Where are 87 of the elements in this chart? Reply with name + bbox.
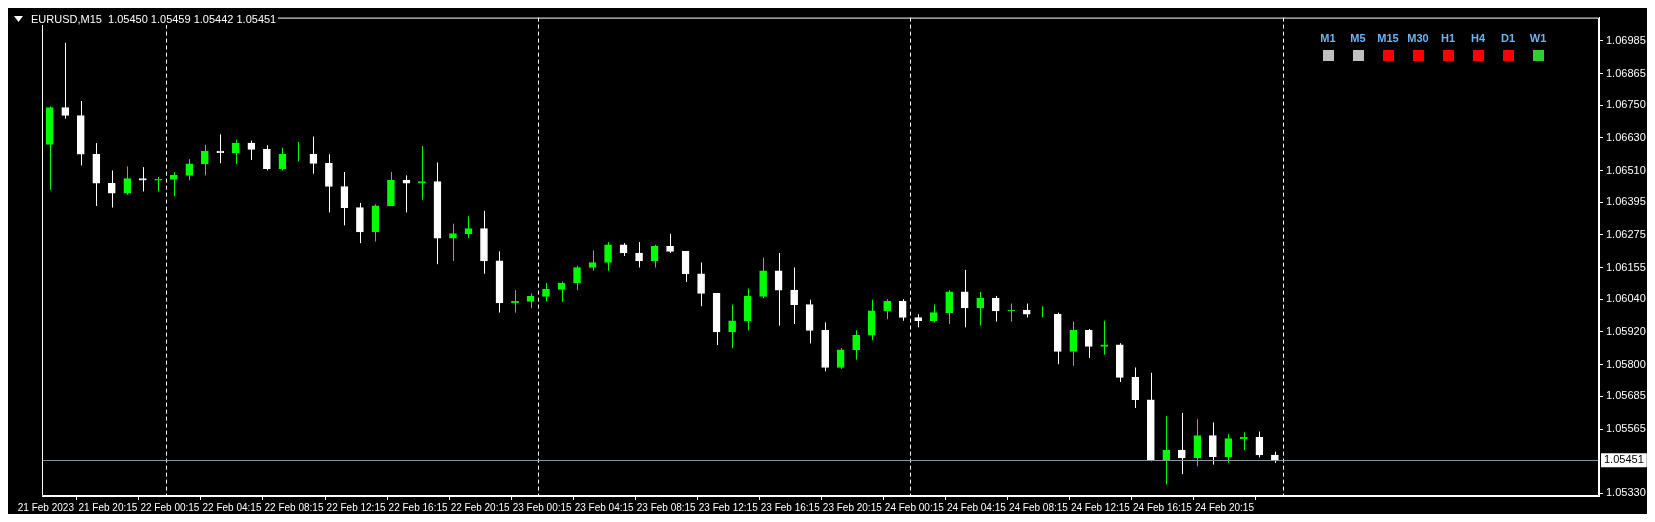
x-tick-label: 24 Feb 12:15 [1070,501,1131,513]
candlestick [1084,328,1093,359]
candlestick [790,266,798,325]
candlestick [185,158,194,181]
y-tick-label: 1.06275 [1606,227,1646,240]
y-tick-label: 1.06040 [1606,292,1646,305]
annotation: W1 [1529,32,1547,44]
candlestick [960,269,969,328]
y-tick-label: 1.05685 [1606,389,1646,402]
candlestick [666,233,674,254]
x-tick-label: 22 Feb 08:15 [264,501,324,513]
candlestick [449,223,457,262]
y-tick-label: 1.06510 [1606,163,1646,176]
y-tick-label: 1.05920 [1606,325,1646,338]
candlestick [635,241,643,268]
candlestick [1209,421,1217,466]
annotation: M5 [1350,32,1366,44]
candlestick [216,133,225,164]
x-tick-label: 22 Feb 12:15 [326,501,386,513]
x-tick-label: 22 Feb 16:15 [388,501,448,513]
x-tick-label: 23 Feb 00:15 [512,501,573,513]
candlestick [138,166,147,192]
candlestick [1007,303,1016,323]
candlestick [836,347,845,370]
candlestick [976,291,985,327]
y-tick-label: 1.06985 [1606,33,1646,46]
candlestick [511,289,519,314]
x-tick-label: 22 Feb 00:15 [140,501,200,513]
candlestick [107,169,116,209]
candlestick [123,166,132,196]
candlestick [604,241,612,272]
ref-line-label: 1.05451 [1604,453,1644,466]
candlestick [728,304,736,349]
annotation: D1 [1500,32,1516,44]
annotation: M15 [1377,32,1399,44]
y-tick-label: 1.05800 [1606,357,1646,370]
annotation: H1 [1440,32,1456,44]
x-tick-label: 23 Feb 08:15 [636,501,697,513]
y-tick-label: 1.06395 [1606,195,1646,208]
candlestick [232,139,240,165]
x-tick-label: 23 Feb 16:15 [760,501,821,513]
x-tick-label: 23 Feb 20:15 [822,501,883,513]
candlestick [945,289,954,325]
candlestick [325,153,333,214]
candlestick [542,282,550,302]
y-tick-label: 1.06155 [1606,260,1646,273]
y-tick-label: 1.05565 [1606,422,1646,435]
annotation: M1 [1320,32,1336,44]
x-tick-label: 24 Feb 00:15 [884,501,945,513]
candlestick [402,174,411,214]
candlestick [1131,367,1140,409]
candlestick [588,250,597,272]
candlestick [263,144,271,171]
x-tick-label: 23 Feb 12:15 [698,501,759,513]
y-tick-label: 1.05330 [1606,486,1646,499]
y-tick-label: 1.06750 [1606,98,1646,111]
candlestick [867,299,876,341]
candlestick [1069,321,1078,367]
x-tick-label: 21 Feb 2023 [17,501,75,513]
x-tick-label: 21 Feb 20:15 [78,501,138,513]
candlestick [464,215,473,239]
annotation: H4 [1470,32,1486,44]
candlestick [169,171,178,197]
candlestick [1162,415,1171,486]
x-tick-label: 24 Feb 20:15 [1195,501,1255,513]
candlestick [201,144,209,176]
y-tick-label: 1.06630 [1606,130,1646,143]
x-tick-label: 22 Feb 04:15 [202,501,262,513]
candlestick [1178,412,1186,475]
candlestick [697,262,705,307]
x-tick-label: 22 Feb 20:15 [450,501,511,513]
x-tick-label: 23 Feb 04:15 [574,501,635,513]
annotation: M30 [1407,32,1429,44]
candlestick [61,42,70,120]
candlestick [991,295,1000,323]
candlestick [573,265,581,291]
y-tick-label: 1.06865 [1606,66,1646,79]
candlestick [898,298,907,322]
candlestick [309,136,318,175]
chart-title: EURUSD,M15 1.05450 1.05459 1.05442 1.05451 [29,13,279,25]
x-tick-label: 24 Feb 16:15 [1132,501,1193,513]
x-tick-label: 24 Feb 08:15 [1008,501,1069,513]
candlestick [356,202,364,244]
candlestick [852,329,860,361]
candlestick [418,145,426,201]
x-tick-label: 24 Feb 04:15 [946,501,1007,513]
candlestick [1100,320,1109,356]
